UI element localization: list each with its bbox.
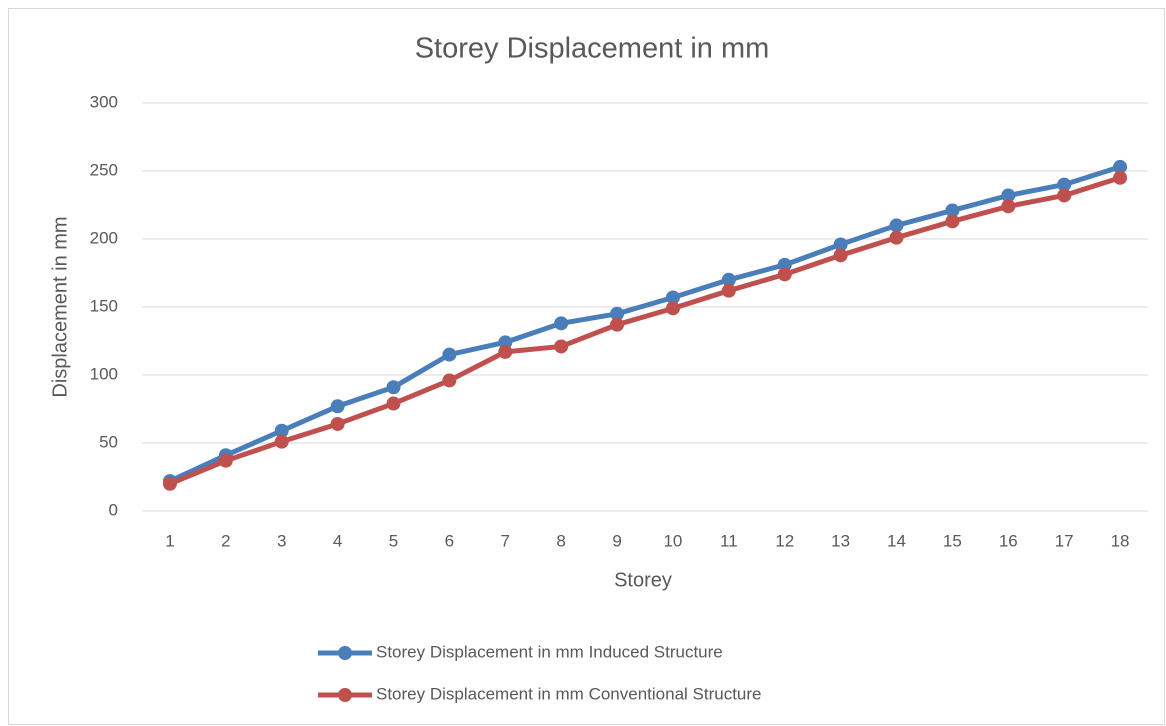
series-marker [274, 423, 289, 438]
y-tick-label: 0 [109, 500, 118, 519]
x-tick-label: 16 [999, 531, 1018, 550]
series-marker [554, 339, 569, 354]
series-marker [1057, 188, 1072, 203]
x-tick-label: 5 [389, 531, 398, 550]
series-marker [442, 347, 457, 362]
x-tick-label: 7 [501, 531, 510, 550]
series-marker [665, 301, 680, 316]
y-tick-label: 50 [99, 432, 118, 451]
x-tick-label: 9 [612, 531, 621, 550]
x-tick-label: 13 [831, 531, 850, 550]
series-marker [721, 272, 736, 287]
series-marker [554, 316, 569, 331]
chart-title: Storey Displacement in mm [415, 33, 770, 65]
y-tick-label: 300 [90, 92, 118, 111]
series-marker [1057, 177, 1072, 192]
x-tick-label: 15 [943, 531, 962, 550]
series-marker [330, 399, 345, 414]
series-marker [945, 214, 960, 229]
y-axis-label: Displacement in mm [49, 216, 71, 397]
series-marker [889, 218, 904, 233]
x-axis-label: Storey [614, 569, 672, 591]
x-tick-label: 10 [663, 531, 682, 550]
series-marker [1001, 199, 1016, 214]
x-tick-label: 11 [720, 531, 738, 550]
series-marker [1113, 159, 1128, 174]
x-tick-label: 3 [277, 531, 286, 550]
x-tick-label: 17 [1055, 531, 1074, 550]
series-marker [833, 237, 848, 252]
series-marker [330, 416, 345, 431]
series-marker [610, 317, 625, 332]
x-tick-label: 2 [221, 531, 230, 550]
x-tick-label: 14 [887, 531, 906, 550]
series-marker [498, 344, 513, 359]
series-marker [721, 283, 736, 298]
legend-marker [338, 646, 352, 660]
y-tick-label: 250 [90, 160, 118, 179]
series-marker [386, 380, 401, 395]
series-line [168, 175, 1121, 487]
x-tick-label: 1 [165, 531, 174, 550]
x-tick-label: 6 [445, 531, 454, 550]
series-marker [386, 396, 401, 411]
series-marker [1001, 188, 1016, 203]
legend-label: Storey Displacement in mm Conventional S… [376, 684, 762, 703]
x-tick-label: 4 [333, 531, 342, 550]
x-tick-label: 8 [556, 531, 565, 550]
series-marker [610, 306, 625, 321]
series-marker [665, 290, 680, 305]
series-line [168, 164, 1121, 484]
series-marker [945, 203, 960, 218]
y-tick-label: 200 [90, 228, 118, 247]
series-marker [1113, 170, 1128, 185]
series-marker [442, 373, 457, 388]
series-marker [162, 476, 177, 491]
series-marker [889, 230, 904, 245]
series-marker [777, 267, 792, 282]
series-marker [833, 248, 848, 263]
legend-label: Storey Displacement in mm Induced Struct… [376, 642, 723, 661]
x-tick-label: 12 [775, 531, 794, 550]
chart-border [8, 8, 1165, 725]
series-marker [218, 453, 233, 468]
x-tick-label: 18 [1111, 531, 1130, 550]
y-tick-label: 100 [90, 364, 118, 383]
y-tick-label: 150 [90, 296, 118, 315]
legend-marker [338, 688, 352, 702]
series-marker [274, 434, 289, 449]
